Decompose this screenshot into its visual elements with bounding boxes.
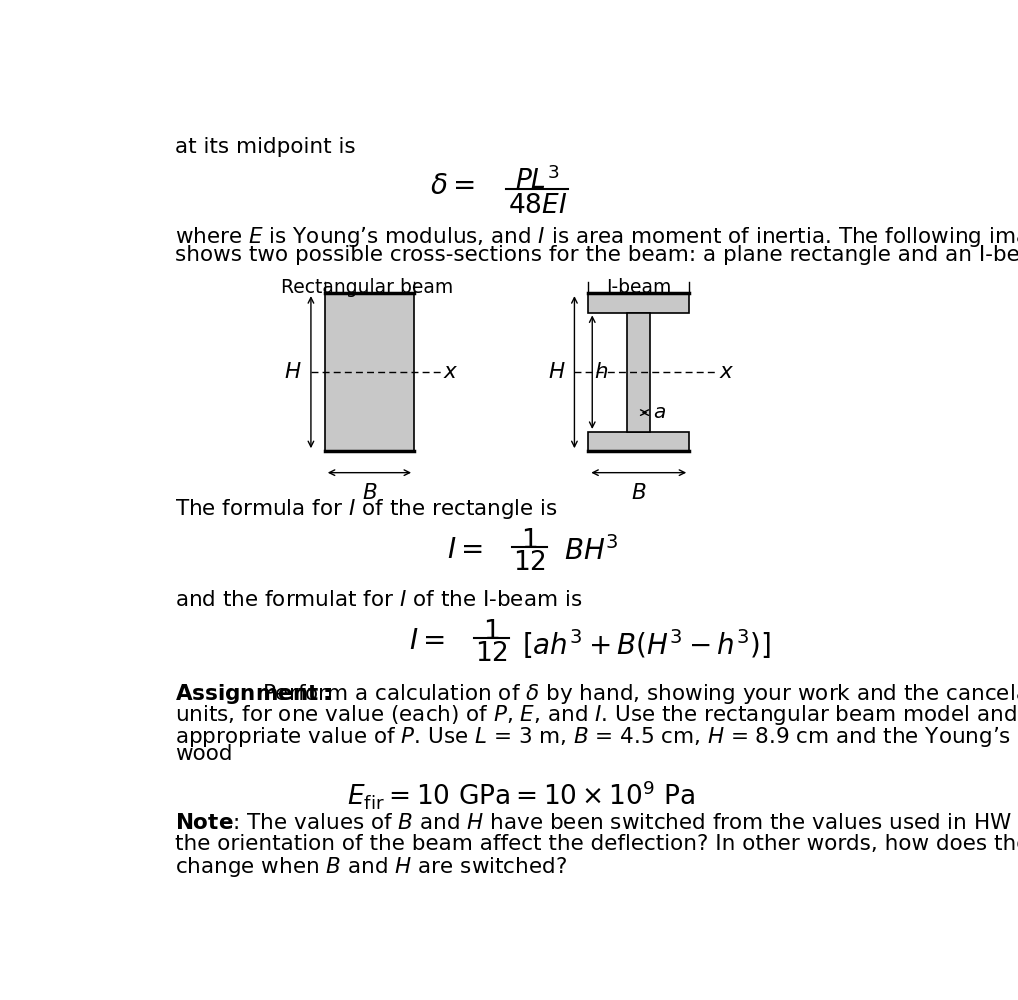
- Text: $1$: $1$: [521, 528, 538, 554]
- Text: $BH^3$: $BH^3$: [564, 536, 619, 566]
- Text: $12$: $12$: [475, 641, 508, 667]
- Text: $a$: $a$: [654, 403, 667, 422]
- Text: appropriate value of $P$. Use $L$ = 3 m, $B$ = 4.5 cm, $H$ = 8.9 cm and the Youn: appropriate value of $P$. Use $L$ = 3 m,…: [175, 724, 1018, 749]
- Text: and the formulat for $I$ of the I-beam is: and the formulat for $I$ of the I-beam i…: [175, 590, 582, 610]
- Text: I-beam: I-beam: [606, 278, 672, 297]
- Text: where $E$ is Young’s modulus, and $I$ is area moment of inertia. The following i: where $E$ is Young’s modulus, and $I$ is…: [175, 224, 1018, 249]
- Text: $\bf{Assignment:}$: $\bf{Assignment:}$: [175, 682, 331, 706]
- Text: $B$: $B$: [361, 483, 377, 503]
- Bar: [325, 293, 414, 451]
- Text: units, for one value (each) of $P$, $E$, and $I$. Use the rectangular beam model: units, for one value (each) of $P$, $E$,…: [175, 703, 1018, 727]
- Text: $H$: $H$: [284, 362, 301, 382]
- Text: $1$: $1$: [484, 619, 500, 645]
- Bar: [588, 432, 689, 451]
- Text: $I =$: $I =$: [447, 536, 483, 564]
- Bar: [588, 293, 689, 312]
- Text: $I =$: $I =$: [409, 627, 445, 655]
- Text: $\bf{Note}$: The values of $B$ and $H$ have been switched from the values used i: $\bf{Note}$: The values of $B$ and $H$ h…: [175, 813, 1018, 833]
- Text: $PL^3$: $PL^3$: [515, 166, 560, 195]
- Text: change when $B$ and $H$ are switched?: change when $B$ and $H$ are switched?: [175, 855, 567, 879]
- Text: $\delta =$: $\delta =$: [431, 172, 475, 200]
- Text: The formula for $I$ of the rectangle is: The formula for $I$ of the rectangle is: [175, 497, 559, 521]
- Text: wood: wood: [175, 744, 233, 764]
- Text: $12$: $12$: [513, 550, 546, 576]
- Text: the orientation of the beam affect the deflection? In other words, how does the : the orientation of the beam affect the d…: [175, 834, 1018, 854]
- Bar: [627, 312, 651, 432]
- Text: $x$: $x$: [444, 362, 459, 382]
- Text: $48EI$: $48EI$: [508, 193, 567, 219]
- Text: Perform a calculation of $\delta$ by hand, showing your work and the cancelation: Perform a calculation of $\delta$ by han…: [262, 682, 1018, 706]
- Text: $E_{\mathrm{fir}} = 10\ \mathrm{GPa} = 10 \times 10^9\ \mathrm{Pa}$: $E_{\mathrm{fir}} = 10\ \mathrm{GPa} = 1…: [347, 778, 696, 811]
- Text: $[ah^3 + B(H^3 - h^3)]$: $[ah^3 + B(H^3 - h^3)]$: [522, 627, 772, 661]
- Text: Rectangular beam: Rectangular beam: [281, 278, 454, 297]
- Text: shows two possible cross-sections for the beam: a plane rectangle and an I-beam.: shows two possible cross-sections for th…: [175, 245, 1018, 265]
- Text: $h$: $h$: [593, 362, 608, 382]
- Text: $x$: $x$: [719, 362, 734, 382]
- Text: at its midpoint is: at its midpoint is: [175, 137, 356, 157]
- Text: $B$: $B$: [631, 483, 646, 503]
- Text: $H$: $H$: [548, 362, 565, 382]
